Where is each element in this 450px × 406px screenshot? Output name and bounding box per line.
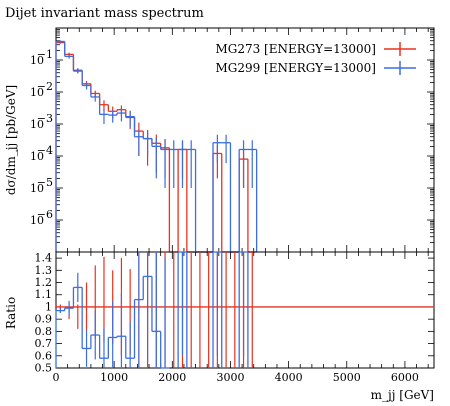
chart-title: Dijet invariant mass spectrum xyxy=(5,6,204,21)
x-axis-title: m_jj [GeV] xyxy=(371,388,434,402)
ratio-tick-label: 1.4 xyxy=(35,252,53,265)
legend: MG273 [ENERGY=13000] MG299 [ENERGY=13000… xyxy=(215,42,416,75)
ratio-tick-label: 0.9 xyxy=(35,313,53,326)
y-tick-label-exponent: −3 xyxy=(37,112,53,125)
x-tick-label: 1000 xyxy=(100,371,128,384)
ratio-tick-label: 1 xyxy=(45,300,52,313)
y-tick-label-exponent: −1 xyxy=(37,48,53,61)
y-axis-title: dσ/dm_jj [pb/GeV] xyxy=(4,85,18,195)
y-tick-label-exponent: −6 xyxy=(37,208,53,221)
x-tick-label: 0 xyxy=(53,371,60,384)
x-tick-label: 4000 xyxy=(275,371,303,384)
ratio-panel: 0.50.60.70.80.911.11.21.31.4 0 1000 2000 300… xyxy=(35,251,435,384)
y-tick-label: 10 xyxy=(30,150,44,163)
main-panel: 10−610−510−410−310−210−1 xyxy=(30,27,435,253)
x-tick-label: 2000 xyxy=(158,371,186,384)
ratio-tick-label: 1.1 xyxy=(35,288,53,301)
y-tick-label-exponent: −4 xyxy=(37,144,53,157)
legend-label-mg273: MG273 [ENERGY=13000] xyxy=(215,42,376,56)
x-tick-label: 5000 xyxy=(333,371,361,384)
x-tick-label: 3000 xyxy=(216,371,244,384)
legend-marker-mg273 xyxy=(384,42,416,56)
x-tick-label: 6000 xyxy=(391,371,419,384)
ratio-tick-label: 0.6 xyxy=(35,349,53,362)
y-tick-label: 10 xyxy=(30,182,44,195)
ratio-tick-label: 0.7 xyxy=(35,337,53,350)
ratio-tick-label: 0.5 xyxy=(35,362,53,375)
y-tick-label: 10 xyxy=(30,214,44,227)
ratio-axis-title: Ratio xyxy=(4,297,18,329)
y-tick-label-exponent: −2 xyxy=(37,80,53,93)
y-tick-label: 10 xyxy=(30,86,44,99)
legend-marker-mg299 xyxy=(384,61,416,75)
ratio-tick-label: 1.3 xyxy=(35,264,53,277)
ratio-tick-label: 0.8 xyxy=(35,325,53,338)
y-tick-label-exponent: −5 xyxy=(37,176,53,189)
ratio-tick-label: 1.2 xyxy=(35,276,53,289)
legend-label-mg299: MG299 [ENERGY=13000] xyxy=(215,61,376,75)
y-tick-label: 10 xyxy=(30,54,44,67)
ratio-series xyxy=(55,251,434,369)
y-tick-label: 10 xyxy=(30,118,44,131)
